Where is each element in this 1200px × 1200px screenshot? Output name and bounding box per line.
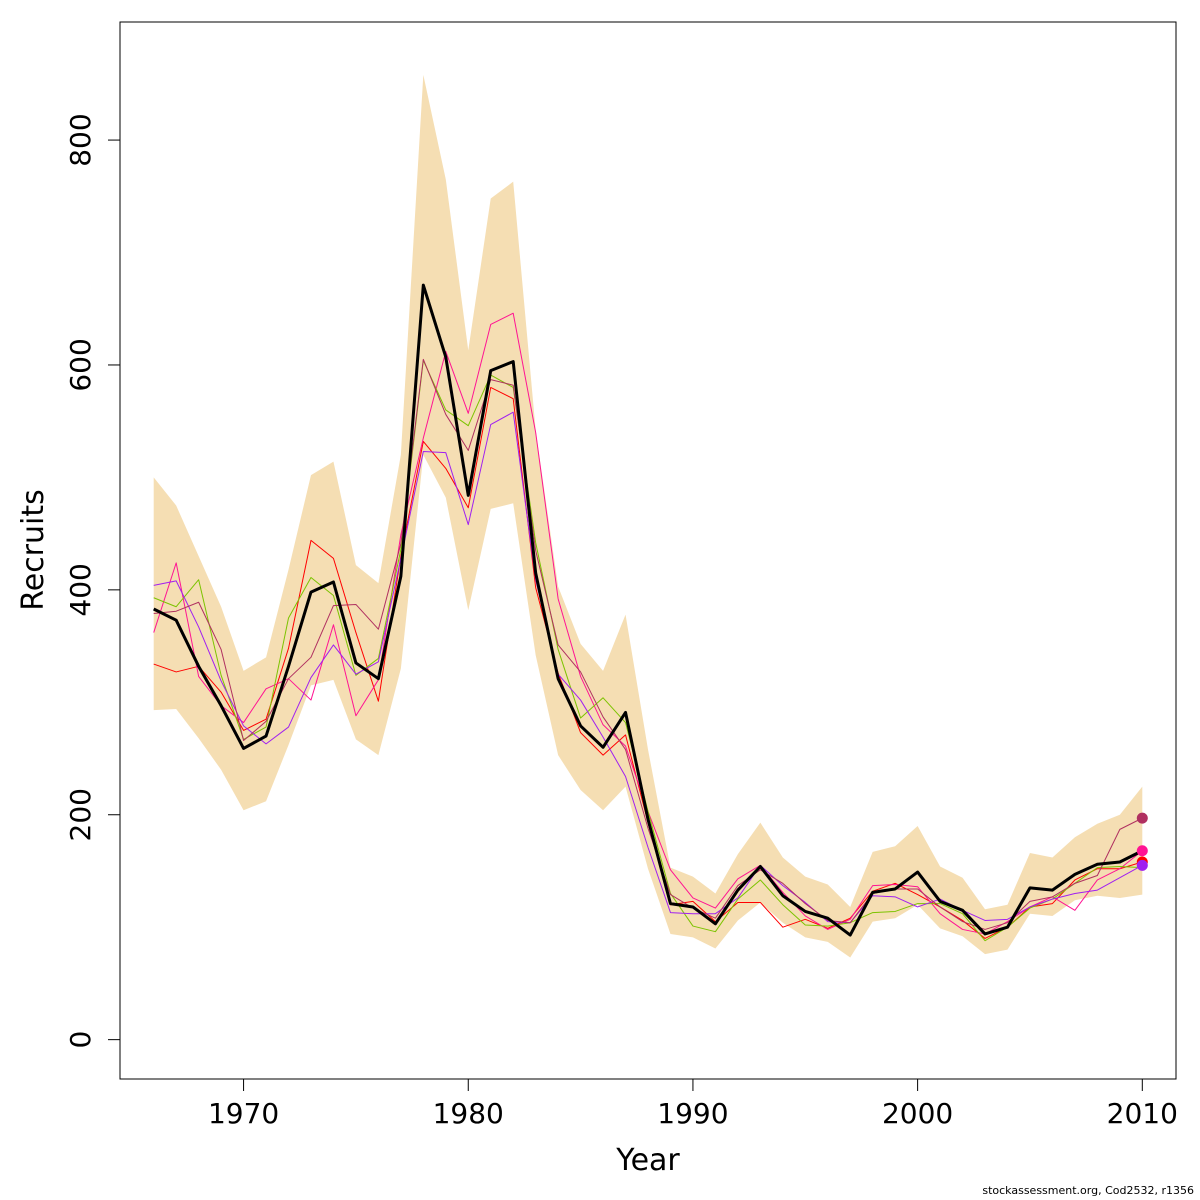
series-line-4 bbox=[153, 359, 1143, 942]
series-layer bbox=[153, 283, 1143, 942]
y-tick-label: 800 bbox=[64, 113, 97, 166]
series-line-1 bbox=[153, 283, 1143, 937]
end-point-4 bbox=[1136, 859, 1148, 871]
y-tick-label: 0 bbox=[64, 1031, 97, 1049]
x-tick-label: 1970 bbox=[208, 1097, 279, 1130]
x-tick-label: 2010 bbox=[1107, 1097, 1178, 1130]
x-tick-label: 2000 bbox=[882, 1097, 953, 1130]
x-axis-title: Year bbox=[615, 1143, 680, 1178]
end-points-layer bbox=[1136, 812, 1148, 871]
confidence-band bbox=[153, 74, 1143, 958]
y-tick-label: 200 bbox=[64, 788, 97, 841]
confidence-band-layer bbox=[153, 74, 1143, 958]
x-tick-label: 1980 bbox=[433, 1097, 504, 1130]
end-point-2 bbox=[1136, 845, 1148, 857]
y-axis: 0 200 400 600 800 bbox=[64, 113, 121, 1049]
series-line-5 bbox=[153, 411, 1143, 924]
x-axis: 1970 1980 1990 2000 2010 bbox=[208, 1078, 1178, 1130]
footer-credit: stockassessment.org, Cod2532, r1356 bbox=[982, 1184, 1194, 1197]
y-tick-label: 400 bbox=[64, 563, 97, 616]
y-axis-title: Recruits bbox=[16, 489, 51, 611]
end-point-1 bbox=[1136, 812, 1148, 824]
x-tick-label: 1990 bbox=[657, 1097, 728, 1130]
y-tick-label: 600 bbox=[64, 338, 97, 391]
